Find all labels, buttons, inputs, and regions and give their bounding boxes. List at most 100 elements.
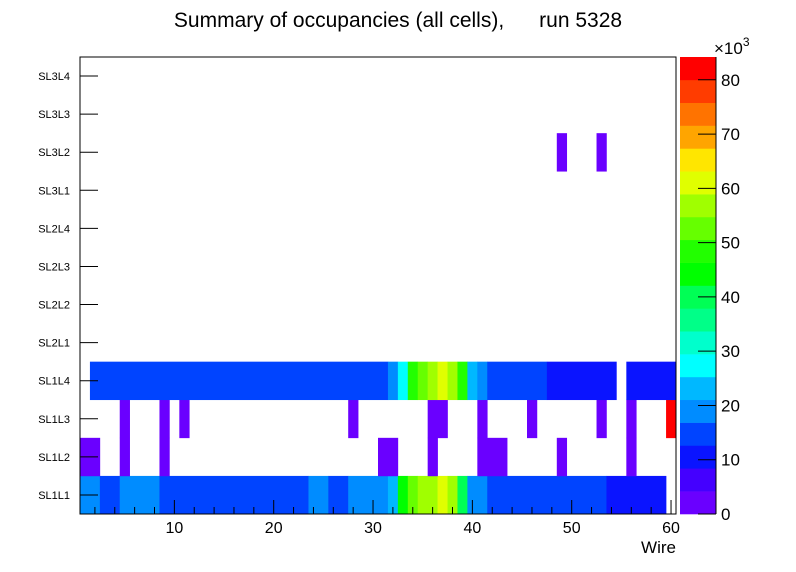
heatmap-cell-sl1l4 <box>626 361 677 401</box>
colorbar-level <box>680 422 716 446</box>
color-scale-bar: 0 10 20 30 40 50 60 70 80 <box>680 57 740 524</box>
heatmap-cell-sl1l1 <box>467 475 488 515</box>
colorbar-level <box>680 125 716 149</box>
x-axis: 10 20 30 40 50 60 <box>94 500 680 537</box>
x-tick-label: 20 <box>265 520 283 537</box>
colorbar-level <box>680 239 716 263</box>
heatmap-cell-sl1l4 <box>447 361 458 401</box>
colorbar-level <box>680 102 716 126</box>
colorbar-level <box>680 57 716 81</box>
heatmap-cell-sl1l2 <box>556 437 568 477</box>
heatmap-cell-sl1l2 <box>427 437 438 477</box>
heatmap-cell-sl1l4 <box>407 361 419 401</box>
colorbar-tick-label: 50 <box>721 234 740 253</box>
heatmap-cell-sl1l1 <box>606 475 667 515</box>
colorbar-tick-label: 40 <box>721 288 740 307</box>
y-tick-label: SL3L3 <box>38 109 70 121</box>
colorbar-tick-label: 70 <box>721 125 740 144</box>
x-axis-label: Wire <box>641 538 676 557</box>
heatmap-cell-sl1l1 <box>119 475 160 515</box>
colorbar-tick-label: 80 <box>721 71 740 90</box>
heatmap-cell-sl1l4 <box>467 361 478 401</box>
heatmap-cell-sl1l4 <box>437 361 448 401</box>
colorbar-level <box>680 216 716 241</box>
y-tick-label: SL1L1 <box>38 490 70 502</box>
heatmap-cell-sl1l1 <box>387 475 399 515</box>
colorbar-level <box>680 148 716 172</box>
z-axis-multiplier: ×103 <box>714 35 750 58</box>
heatmap-cell-sl3l2 <box>596 133 607 172</box>
colorbar-level <box>680 445 716 469</box>
heatmap-cell-sl1l4 <box>89 361 389 401</box>
colorbar-level <box>680 331 716 355</box>
colorbar-level <box>680 308 716 332</box>
heatmap-cell-sl1l3 <box>666 399 677 439</box>
colorbar-level <box>680 171 716 195</box>
colorbar-tick-label: 60 <box>721 179 740 198</box>
heatmap-cell-sl1l3 <box>477 399 488 439</box>
chart-title: Summary of occupancies (all cells), run … <box>174 9 622 32</box>
heatmap-cell-sl1l2 <box>159 437 170 477</box>
colorbar-tick-label: 0 <box>721 505 730 524</box>
heatmap-cell-sl1l3 <box>159 399 170 439</box>
heatmap-cell-sl1l3 <box>626 399 637 439</box>
heatmap-cell-sl1l4 <box>387 361 399 401</box>
heatmap-cell-sl1l1 <box>99 475 121 515</box>
x-tick-label: 40 <box>463 520 481 537</box>
colorbar-level <box>680 468 716 492</box>
y-tick-label: SL1L3 <box>38 414 70 426</box>
x-tick-label: 60 <box>662 520 680 537</box>
heatmap-cell-sl1l2 <box>119 437 130 477</box>
heatmap-cell-sl1l3 <box>179 399 190 439</box>
colorbar-level <box>680 376 716 401</box>
heatmap-cell-sl1l1 <box>407 475 419 515</box>
heatmap-cell-sl1l3 <box>596 399 607 439</box>
heatmap-cell-sl1l2 <box>477 437 508 477</box>
colorbar-tick-label: 30 <box>721 342 740 361</box>
heatmap-cell-sl1l3 <box>427 399 448 439</box>
heatmap-cell-sl1l1 <box>397 475 409 515</box>
heatmap-cells <box>80 133 677 515</box>
heatmap-cell-sl1l2 <box>378 437 399 477</box>
colorbar-level <box>680 262 716 286</box>
heatmap-cell-sl1l4 <box>427 361 438 401</box>
heatmap-cell-sl1l4 <box>546 361 617 401</box>
heatmap-cell-sl1l2 <box>626 437 637 477</box>
heatmap-cell-sl1l3 <box>348 399 359 439</box>
y-tick-label: SL3L1 <box>38 185 70 197</box>
colorbar-level <box>680 491 716 515</box>
heatmap-cell-sl1l1 <box>447 475 458 515</box>
heatmap-cell-sl1l4 <box>487 361 548 401</box>
x-tick-label: 10 <box>165 520 183 537</box>
heatmap-cell-sl1l4 <box>477 361 488 401</box>
x-tick-label: 30 <box>364 520 382 537</box>
heatmap-cell-sl3l2 <box>556 133 568 172</box>
heatmap-cell-sl1l1 <box>437 475 448 515</box>
heatmap-cell-sl1l1 <box>417 475 438 515</box>
y-tick-label: SL2L2 <box>38 300 70 312</box>
y-tick-label: SL3L2 <box>38 147 70 159</box>
heatmap-cell-sl1l4 <box>417 361 428 401</box>
plot-frame <box>79 56 677 515</box>
heatmap-cell-sl1l1 <box>328 475 349 515</box>
colorbar-level <box>680 354 716 378</box>
y-tick-label: SL1L4 <box>38 376 70 388</box>
y-tick-label: SL2L4 <box>38 223 70 235</box>
heatmap-cell-sl1l1 <box>348 475 389 515</box>
y-tick-label: SL3L4 <box>38 71 70 83</box>
heatmap-cell-sl1l3 <box>527 399 538 439</box>
z-multiplier-exponent: 3 <box>743 35 750 49</box>
y-tick-label: SL2L3 <box>38 261 70 273</box>
heatmap-cell-sl1l1 <box>308 475 329 515</box>
heatmap-cell-sl1l4 <box>397 361 409 401</box>
y-tick-label: SL2L1 <box>38 338 70 350</box>
heatmap-cell-sl1l1 <box>457 475 468 515</box>
colorbar-level <box>680 79 716 103</box>
colorbar-tick-label: 20 <box>721 396 740 415</box>
heatmap-cell-sl1l4 <box>457 361 468 401</box>
x-tick-label: 50 <box>563 520 581 537</box>
colorbar-tick-label: 10 <box>721 451 740 470</box>
z-multiplier-base: ×10 <box>714 39 743 58</box>
y-tick-label: SL1L2 <box>38 452 70 464</box>
heatmap-cell-sl1l3 <box>119 399 130 439</box>
